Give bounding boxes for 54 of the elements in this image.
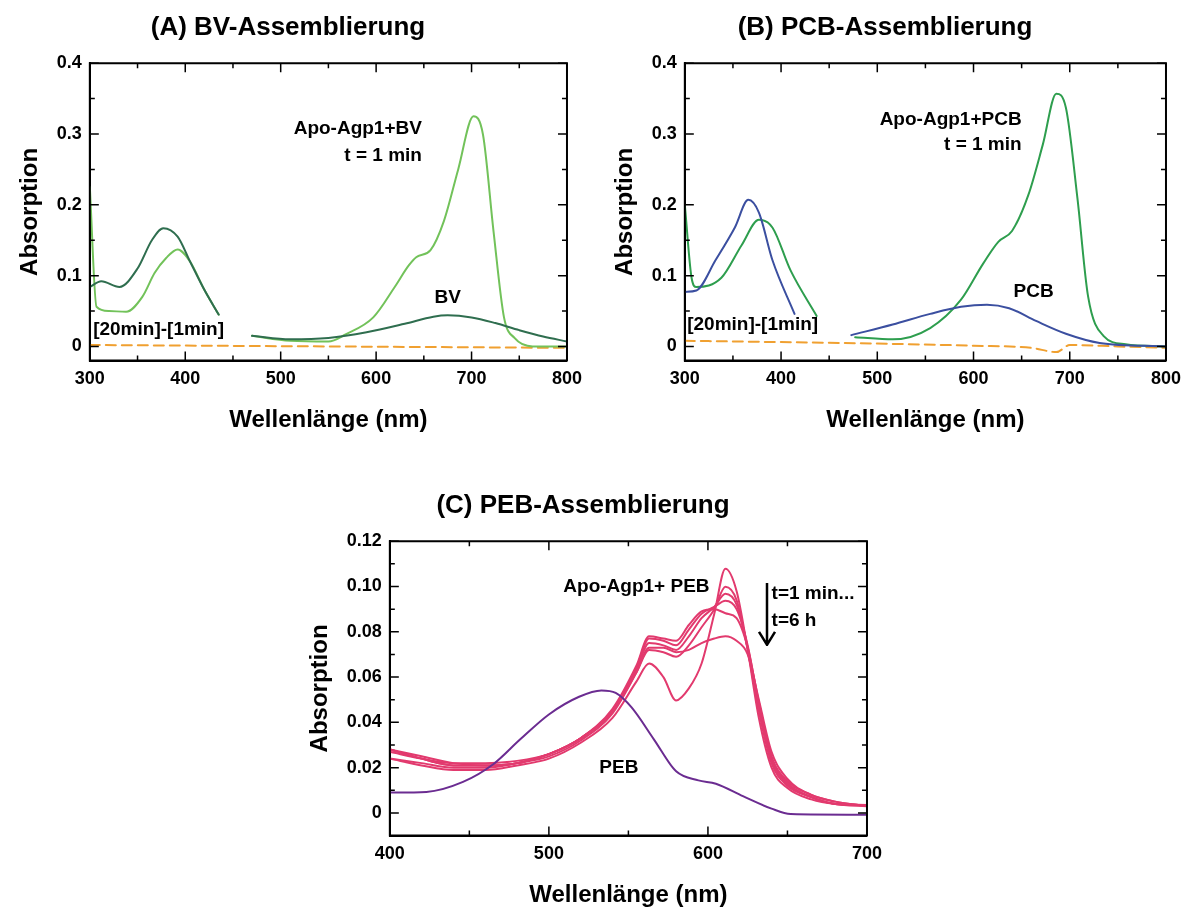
y-tick-label: 0.10	[346, 575, 382, 596]
y-tick-label: 0.2	[56, 193, 82, 214]
y-tick-label: 0.06	[346, 666, 382, 687]
x-tick-label: 300	[669, 368, 700, 389]
annotation: t=6 h	[771, 608, 817, 630]
series-label: Apo-Agp1+PCB	[879, 107, 1022, 129]
series-label: [20min]-[1min]	[93, 317, 225, 339]
chart-title: (B) PCB-Assemblierung	[737, 10, 1033, 41]
y-axis-title: Absorption	[305, 624, 333, 753]
x-tick-label: 600	[692, 843, 723, 864]
y-tick-label: 0.12	[346, 530, 382, 551]
y-tick-label: 0.2	[651, 193, 677, 214]
x-tick-label: 400	[170, 368, 201, 389]
y-tick-label: 0.3	[651, 122, 677, 143]
series-label: PEB	[599, 756, 639, 778]
y-tick-label: 0.02	[346, 756, 382, 777]
y-tick-label: 0	[71, 335, 82, 356]
x-tick-label: 700	[1054, 368, 1085, 389]
x-tick-label: 500	[265, 368, 296, 389]
y-axis-title: Absorption	[610, 147, 638, 276]
y-tick-label: 0	[371, 801, 382, 822]
y-tick-label: 0.4	[56, 52, 82, 73]
y-tick-label: 0.3	[56, 122, 82, 143]
chart-title: (C) PEB-Assemblierung	[436, 488, 730, 519]
chart-title: (A) BV-Assemblierung	[150, 10, 426, 41]
x-tick-label: 300	[74, 368, 105, 389]
y-tick-label: 0.1	[56, 264, 82, 285]
x-tick-label: 400	[374, 843, 405, 864]
x-tick-label: 700	[456, 368, 487, 389]
x-tick-label: 600	[361, 368, 392, 389]
x-tick-label: 400	[766, 368, 797, 389]
series-label: Apo-Agp1+ PEB	[563, 574, 710, 596]
annotation: t = 1 min	[944, 133, 1022, 155]
series-label: PCB	[1013, 280, 1054, 302]
y-tick-label: 0.08	[346, 620, 382, 641]
series-label: [20min]-[1min]	[687, 313, 819, 335]
x-tick-label: 800	[1150, 368, 1182, 389]
y-tick-label: 0.1	[651, 264, 677, 285]
text: Apo-Agp1+BV	[293, 116, 423, 138]
x-tick-label: 500	[533, 843, 564, 864]
y-tick-label: 0.04	[346, 711, 382, 732]
x-axis-title: Wellenlänge (nm)	[229, 405, 428, 433]
y-axis-title: Absorption	[15, 147, 43, 276]
x-tick-label: 700	[851, 843, 883, 864]
x-axis-title: Wellenlänge (nm)	[529, 880, 728, 908]
y-tick-label: 0	[666, 335, 677, 356]
annotation: t=1 min...	[771, 582, 855, 604]
y-tick-label: 0.4	[651, 52, 677, 73]
annotation: t = 1 min	[344, 143, 422, 165]
series-label: BV	[434, 286, 462, 308]
x-axis-title: Wellenlänge (nm)	[826, 405, 1025, 433]
x-tick-label: 600	[958, 368, 989, 389]
x-tick-label: 500	[862, 368, 893, 389]
x-tick-label: 800	[551, 368, 583, 389]
